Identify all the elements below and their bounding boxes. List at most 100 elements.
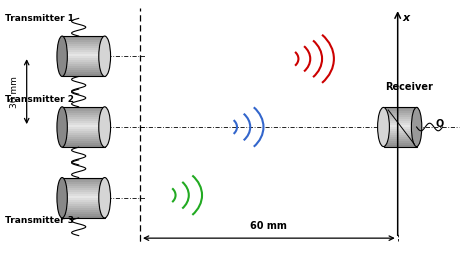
Bar — [62, 123, 105, 125]
Bar — [62, 111, 105, 113]
Ellipse shape — [57, 107, 67, 147]
Text: 60 mm: 60 mm — [250, 220, 287, 231]
Bar — [62, 188, 105, 190]
Bar — [62, 178, 105, 180]
Bar — [62, 125, 105, 127]
Bar — [383, 125, 417, 127]
Bar — [383, 113, 417, 115]
Bar — [383, 119, 417, 121]
Bar — [383, 131, 417, 133]
Ellipse shape — [378, 107, 390, 147]
Bar — [62, 58, 105, 60]
Ellipse shape — [99, 36, 110, 76]
Bar — [62, 121, 105, 123]
Bar — [62, 135, 105, 137]
Bar — [62, 131, 105, 133]
Bar — [62, 190, 105, 192]
Text: Transmitter 2: Transmitter 2 — [5, 95, 74, 104]
Ellipse shape — [57, 36, 67, 76]
Text: Transmitter 1: Transmitter 1 — [5, 14, 74, 23]
Text: Transmitter 3: Transmitter 3 — [5, 216, 74, 225]
Bar — [62, 194, 105, 196]
Bar — [62, 62, 105, 64]
Bar — [383, 135, 417, 137]
Bar — [62, 117, 105, 119]
Bar — [62, 50, 105, 52]
Bar — [62, 186, 105, 188]
Bar — [62, 133, 105, 135]
Bar — [62, 115, 105, 117]
Bar — [383, 117, 417, 119]
Bar — [62, 52, 105, 54]
Bar — [62, 216, 105, 218]
Bar — [62, 143, 105, 145]
Ellipse shape — [99, 178, 110, 218]
Bar — [62, 68, 105, 70]
Ellipse shape — [99, 107, 110, 147]
Bar — [62, 72, 105, 74]
Bar — [383, 121, 417, 123]
Bar — [383, 139, 417, 141]
Bar — [62, 66, 105, 68]
Bar — [62, 56, 105, 58]
Bar — [383, 127, 417, 129]
Bar — [62, 36, 105, 38]
Ellipse shape — [57, 178, 67, 218]
Bar — [62, 137, 105, 139]
Bar — [62, 204, 105, 206]
Bar — [62, 145, 105, 147]
Bar — [62, 214, 105, 216]
Bar — [383, 133, 417, 135]
Bar — [383, 107, 417, 147]
Bar — [383, 115, 417, 117]
Bar — [62, 127, 105, 129]
Bar — [62, 48, 105, 50]
Bar — [383, 111, 417, 113]
Bar — [62, 180, 105, 182]
Bar — [383, 143, 417, 145]
Bar — [62, 202, 105, 204]
Bar — [62, 107, 105, 109]
Ellipse shape — [411, 107, 422, 147]
Bar — [62, 198, 105, 200]
Bar — [62, 60, 105, 62]
Bar — [383, 145, 417, 147]
Text: Receiver: Receiver — [385, 82, 433, 92]
Text: O: O — [436, 119, 444, 130]
Bar — [383, 123, 417, 125]
Bar — [62, 206, 105, 208]
Bar — [62, 38, 105, 40]
Bar — [62, 196, 105, 198]
Bar — [62, 54, 105, 56]
Bar — [62, 40, 105, 42]
Bar — [62, 42, 105, 44]
Bar — [383, 107, 417, 109]
Bar — [62, 129, 105, 131]
Bar — [383, 141, 417, 143]
Bar — [383, 137, 417, 139]
Bar — [62, 70, 105, 72]
Bar — [62, 139, 105, 141]
Bar — [62, 141, 105, 143]
Bar — [62, 109, 105, 111]
Bar — [62, 119, 105, 121]
Bar — [62, 64, 105, 66]
Bar — [62, 113, 105, 115]
Bar — [62, 200, 105, 202]
Bar — [62, 210, 105, 212]
Bar — [62, 74, 105, 76]
Bar — [62, 107, 105, 147]
Bar — [62, 46, 105, 48]
Bar — [383, 129, 417, 131]
Bar — [62, 208, 105, 210]
Bar — [62, 182, 105, 184]
Bar — [62, 36, 105, 76]
Bar — [62, 212, 105, 214]
Bar — [62, 44, 105, 46]
Bar — [62, 178, 105, 218]
Text: 30 mm: 30 mm — [10, 76, 19, 108]
Bar — [62, 184, 105, 186]
Text: x: x — [402, 13, 410, 23]
Bar — [62, 192, 105, 194]
Bar — [383, 109, 417, 111]
